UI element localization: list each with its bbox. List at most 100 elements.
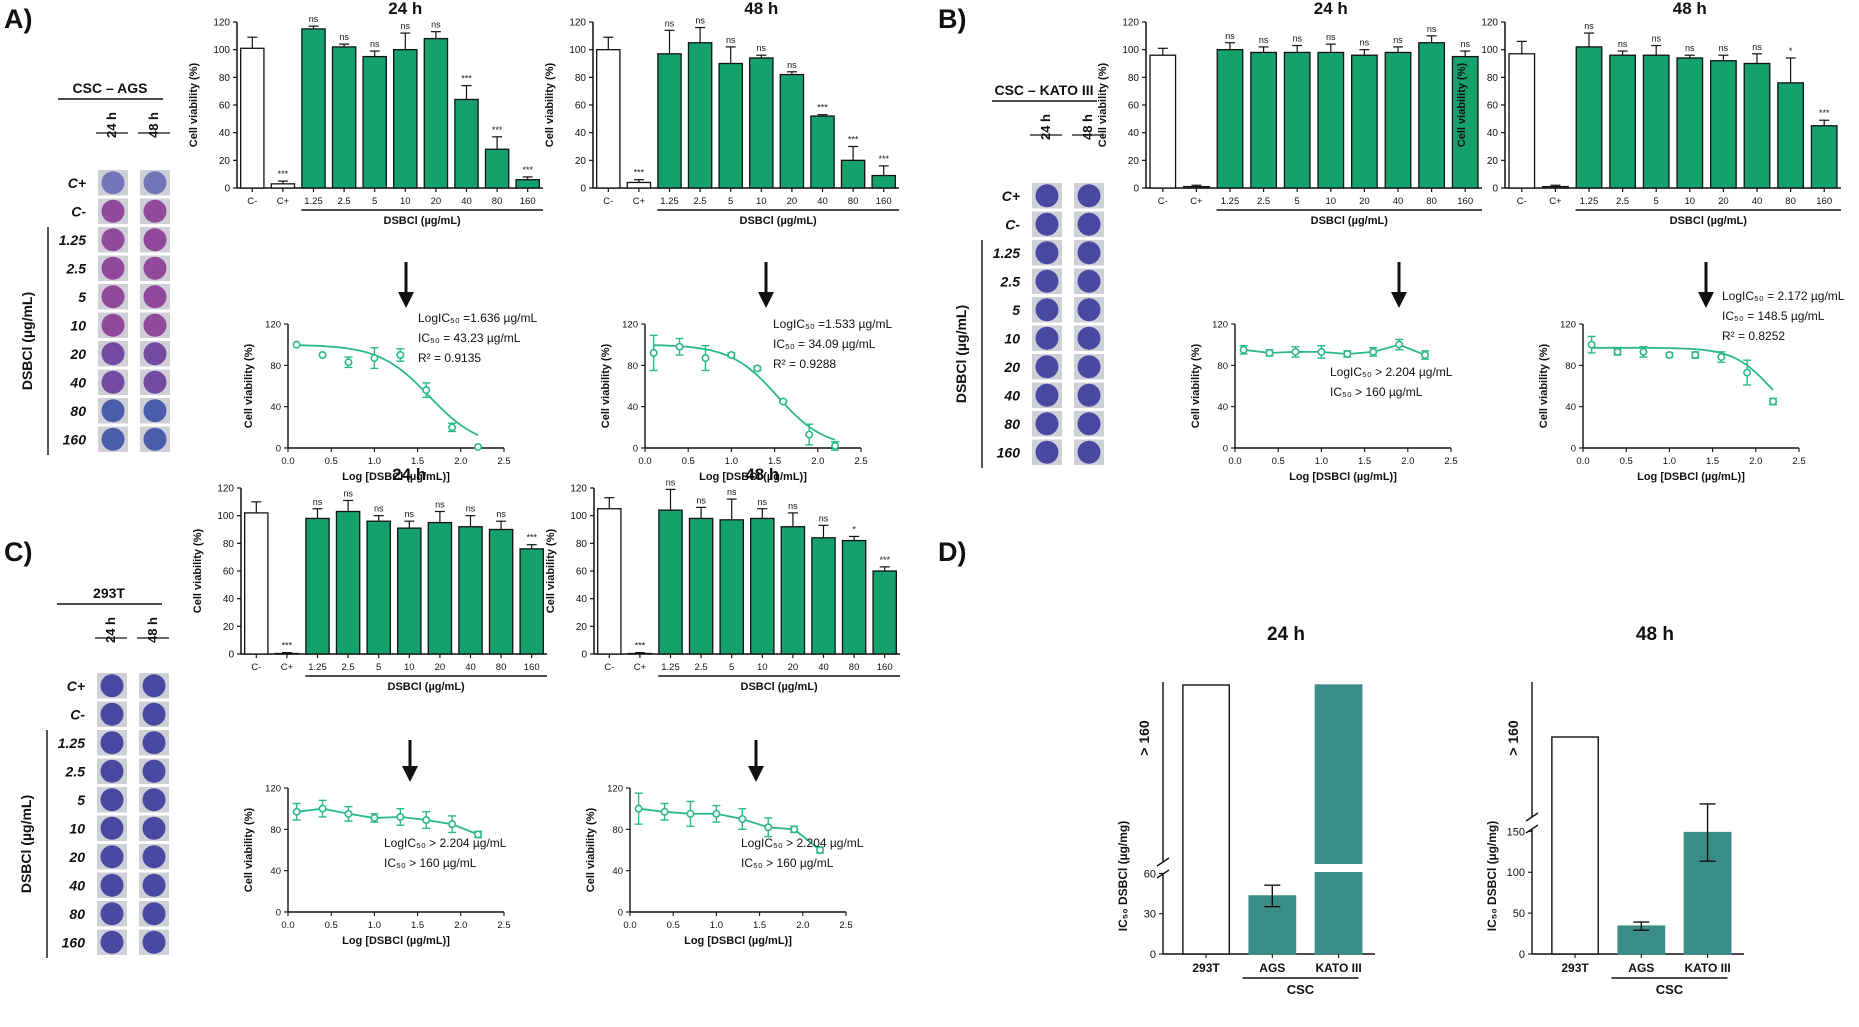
data-point [805,430,814,439]
bar [515,179,540,189]
break-label: > 160 [1136,720,1152,756]
y-tick-label: 120 [622,320,638,331]
significance-label: ns [435,500,445,510]
well [100,902,124,926]
bar [750,517,775,655]
fit-curve [653,344,836,441]
data-point [764,823,773,832]
x-tick-label: C+ [277,196,290,207]
well [101,399,125,423]
plate-column-label: 24 h [103,617,118,643]
well [142,845,166,869]
x-axis-label: Log [DSBCl (µg/mL)] [684,935,792,947]
y-axis-label: IC₅₀ DSBCl (µg/mg) [1485,821,1499,931]
significance-label: * [1789,46,1793,56]
well [1035,241,1059,265]
data-point [675,342,684,351]
ic50-annotation: IC₅₀ > 160 µg/mL [1330,385,1423,399]
x-tick-label: 20 [787,196,798,207]
plate-column-label: 48 h [145,617,160,643]
x-axis-label: Log [DSBCl (µg/mL)] [1637,471,1745,483]
x-tick-label: 80 [1785,196,1796,207]
y-tick-label: 80 [270,825,281,836]
bar [1350,54,1378,189]
ic50-annotation: LogIC₅₀ > 2.204 µg/mL [1330,365,1453,379]
bar [1777,82,1805,189]
plate-title: CSC – KATO III [994,82,1093,98]
y-tick-label: 80 [223,539,235,550]
bar [1451,55,1479,189]
well [101,171,125,195]
chart-title: 48 h [745,465,779,484]
well [100,788,124,812]
x-tick-label: 1.5 [1358,456,1371,467]
data-point [370,813,379,822]
x-axis-label: Log [DSBCl (µg/mL)] [342,935,450,947]
data-point [344,358,353,367]
y-tick-label: 20 [219,156,231,167]
bar [1283,51,1311,189]
y-tick-label: 40 [627,402,638,413]
x-tick-label: 0.5 [1272,456,1285,467]
y-tick-label: 20 [1487,156,1499,167]
data-point [422,816,431,825]
x-tick-label: 0.0 [281,920,294,931]
y-tick-label: 40 [612,866,623,877]
data-point [1769,397,1778,406]
chart-title: 24 h [388,0,422,18]
significance-label: *** [522,165,533,175]
ic50-annotation: LogIC₅₀ = 2.172 µg/mL [1722,289,1845,303]
y-axis-label: Cell viability (%) [600,343,612,428]
x-tick-label: 160 [524,662,540,673]
plate-column-label: 48 h [1080,114,1095,140]
y-axis-label: Cell viability (%) [1538,343,1550,428]
chart-title: 24 h [392,465,426,484]
y-tick-label: 120 [1560,320,1576,331]
x-tick-label: 2.5 [341,662,354,673]
x-tick-label: 1.5 [768,456,781,467]
y-tick-label: 60 [1144,868,1156,880]
ic50-bar-chart-48h: 48 h 0 50 100 150 > 160 IC₅₀ DSBCl (µg/mg) 293T… [1485,624,1744,997]
well [100,930,124,954]
x-tick-label: 293T [1561,961,1589,975]
x-tick-label: 40 [1752,196,1763,207]
bar [1609,54,1637,189]
bar [1810,125,1838,189]
bar [362,55,387,189]
well [143,199,167,223]
plate-axis-label: DSBCl (µg/mL) [953,305,969,403]
dose-response-chart-C: 0 40 80 120 0.0 0.5 1.0 1.5 2.0 2.5 Log [DSBCl (µg… [585,784,864,948]
y-tick-label: 100 [1122,45,1139,56]
data-point [1665,350,1674,359]
x-tick-label: 80 [849,662,860,673]
bar [780,526,806,655]
y-tick-label: 100 [1481,45,1498,56]
data-point [1291,347,1300,356]
bar [1418,42,1446,189]
x-tick-label: 1.0 [368,456,381,467]
y-tick-label: 80 [576,539,588,550]
y-axis-label: Cell viability (%) [1190,343,1202,428]
data-point [727,350,736,359]
chart-title: 24 h [1314,0,1348,18]
x-tick-label: 80 [496,662,507,673]
significance-label: *** [879,555,890,565]
well [101,256,125,280]
well [100,873,124,897]
axis-break-mark [1156,869,1170,879]
bar [596,49,621,189]
significance-label: *** [1819,108,1830,118]
bar [840,159,866,189]
data-point [318,350,327,359]
chart-title: 48 h [1673,0,1707,18]
well [142,902,166,926]
x-tick-label: 160 [877,662,893,673]
arrow-head-icon [398,292,414,308]
dose-response-chart-B: 0 40 80 120 0.0 0.5 1.0 1.5 2.0 2.5 Log [DSBCl (µg… [1190,320,1458,484]
y-tick-label: 150 [1507,826,1525,838]
x-tick-label: 1.5 [753,920,766,931]
data-point [1369,347,1378,356]
data-point [370,354,379,363]
significance-label: ns [1651,34,1661,44]
y-tick-label: 0 [276,908,281,919]
